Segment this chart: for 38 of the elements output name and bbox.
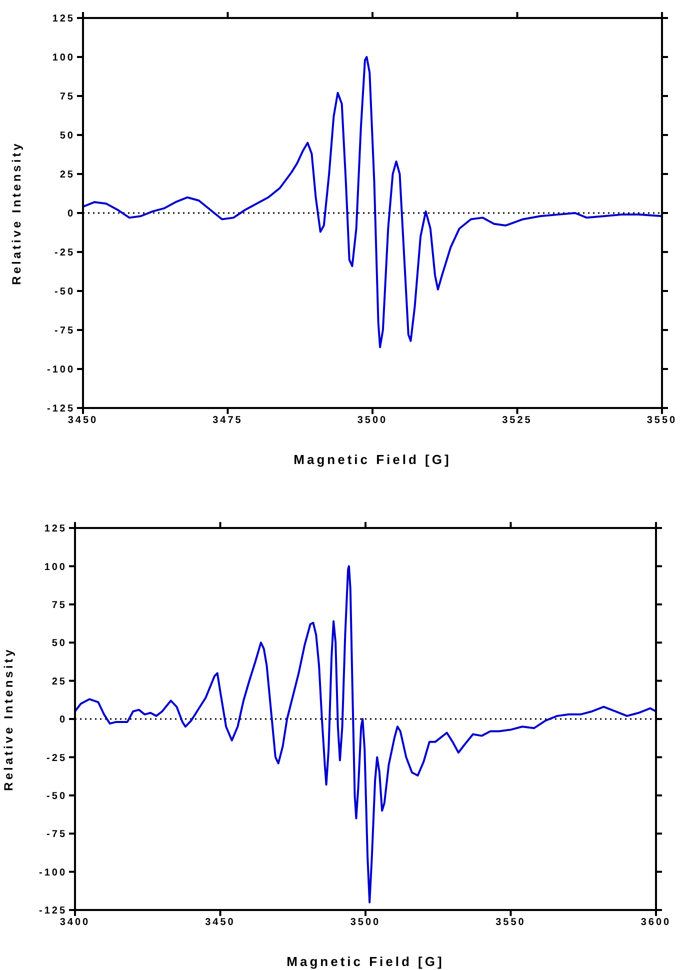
x-tick-label: 3525 xyxy=(502,415,532,426)
y-tick-label: 125 xyxy=(44,524,67,535)
y-tick-label: 0 xyxy=(59,714,67,726)
x-axis-title: Magnetic Field [G] xyxy=(286,954,444,969)
y-tick-label: 75 xyxy=(52,600,67,611)
x-tick-label: 3450 xyxy=(205,917,236,928)
y-tick-label: 25 xyxy=(60,170,75,181)
y-tick-label: 0 xyxy=(67,208,75,220)
y-tick-label: 125 xyxy=(52,14,75,25)
y-axis-title: Relative Intensity xyxy=(9,141,24,285)
y-tick-label: -75 xyxy=(46,829,67,840)
x-axis-title: Magnetic Field [G] xyxy=(294,452,452,467)
y-tick-label: 25 xyxy=(52,676,67,688)
x-tick-label: 3475 xyxy=(212,415,243,426)
x-tick-label: 3600 xyxy=(640,917,672,928)
x-tick-label: 3550 xyxy=(646,415,678,426)
y-tick-label: 50 xyxy=(52,638,67,650)
y-tick-label: -125 xyxy=(46,404,75,415)
y-tick-label: 100 xyxy=(52,52,75,64)
line-series xyxy=(83,56,662,348)
y-tick-label: -100 xyxy=(46,364,75,376)
y-axis-title: Relative Intensity xyxy=(1,647,16,791)
x-tick-label: 3500 xyxy=(350,917,381,928)
x-tick-label: 3500 xyxy=(357,415,388,426)
x-tick-label: 3400 xyxy=(60,917,90,928)
y-tick-label: -25 xyxy=(46,752,67,764)
y-tick-label: -100 xyxy=(38,867,67,878)
y-tick-label: 50 xyxy=(60,130,75,142)
line-series xyxy=(75,565,656,904)
y-tick-label: -125 xyxy=(38,906,67,917)
y-tick-label: -50 xyxy=(46,790,67,802)
y-tick-label: 100 xyxy=(44,562,67,573)
x-tick-label: 3550 xyxy=(496,917,526,928)
y-tick-label: -75 xyxy=(54,326,75,337)
y-tick-label: -25 xyxy=(54,248,75,259)
y-tick-label: -50 xyxy=(54,286,75,298)
y-tick-label: 75 xyxy=(60,92,75,103)
x-tick-label: 3450 xyxy=(68,415,98,426)
